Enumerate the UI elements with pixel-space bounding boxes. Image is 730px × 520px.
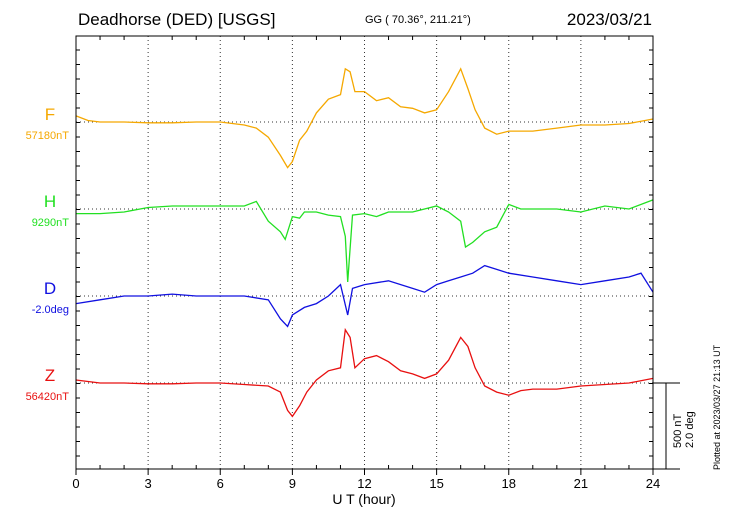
series-line-z [75, 327, 654, 418]
x-tick-label: 0 [72, 476, 79, 491]
x-tick-label: 24 [646, 476, 660, 491]
x-axis-label: U T (hour) [332, 491, 395, 507]
coordinates-label: GG ( 70.36°, 211.21°) [365, 14, 471, 26]
x-tick-label: 21 [574, 476, 588, 491]
x-tick-label: 18 [502, 476, 516, 491]
station-title: Deadhorse (DED) [USGS] [78, 10, 276, 29]
series-line-f [75, 67, 654, 169]
series-name-d: D [44, 279, 56, 298]
series-line-d [75, 264, 654, 328]
grid [76, 36, 653, 469]
series-labels: F 57180nT H 9290nT D -2.0deg Z 56420nT [26, 105, 70, 403]
series-lines [75, 67, 654, 418]
x-axis: 0 3 6 9 12 15 18 21 24 [72, 36, 660, 491]
series-name-f: F [45, 105, 55, 124]
plot-frame [75, 35, 654, 470]
x-tick-label: 9 [289, 476, 296, 491]
series-baseline-label-h: 9290nT [32, 217, 70, 229]
x-tick-label: 12 [357, 476, 371, 491]
series-line-h [76, 199, 654, 283]
x-tick-label: 15 [429, 476, 443, 491]
x-tick-label: 3 [145, 476, 152, 491]
date-label: 2023/03/21 [566, 10, 652, 29]
plotted-note: Plotted at 2023/03/27 21:13 UT [712, 344, 722, 470]
series-baseline-label-f: 57180nT [26, 130, 70, 142]
series-name-h: H [44, 192, 56, 211]
series-baseline-label-d: -2.0deg [32, 304, 69, 316]
series-name-z: Z [45, 366, 55, 385]
scale-deg-label: 2.0 deg [684, 411, 696, 448]
x-tick-label: 6 [217, 476, 224, 491]
series-baseline-label-z: 56420nT [26, 391, 70, 403]
scale-nt-label: 500 nT [672, 413, 684, 448]
